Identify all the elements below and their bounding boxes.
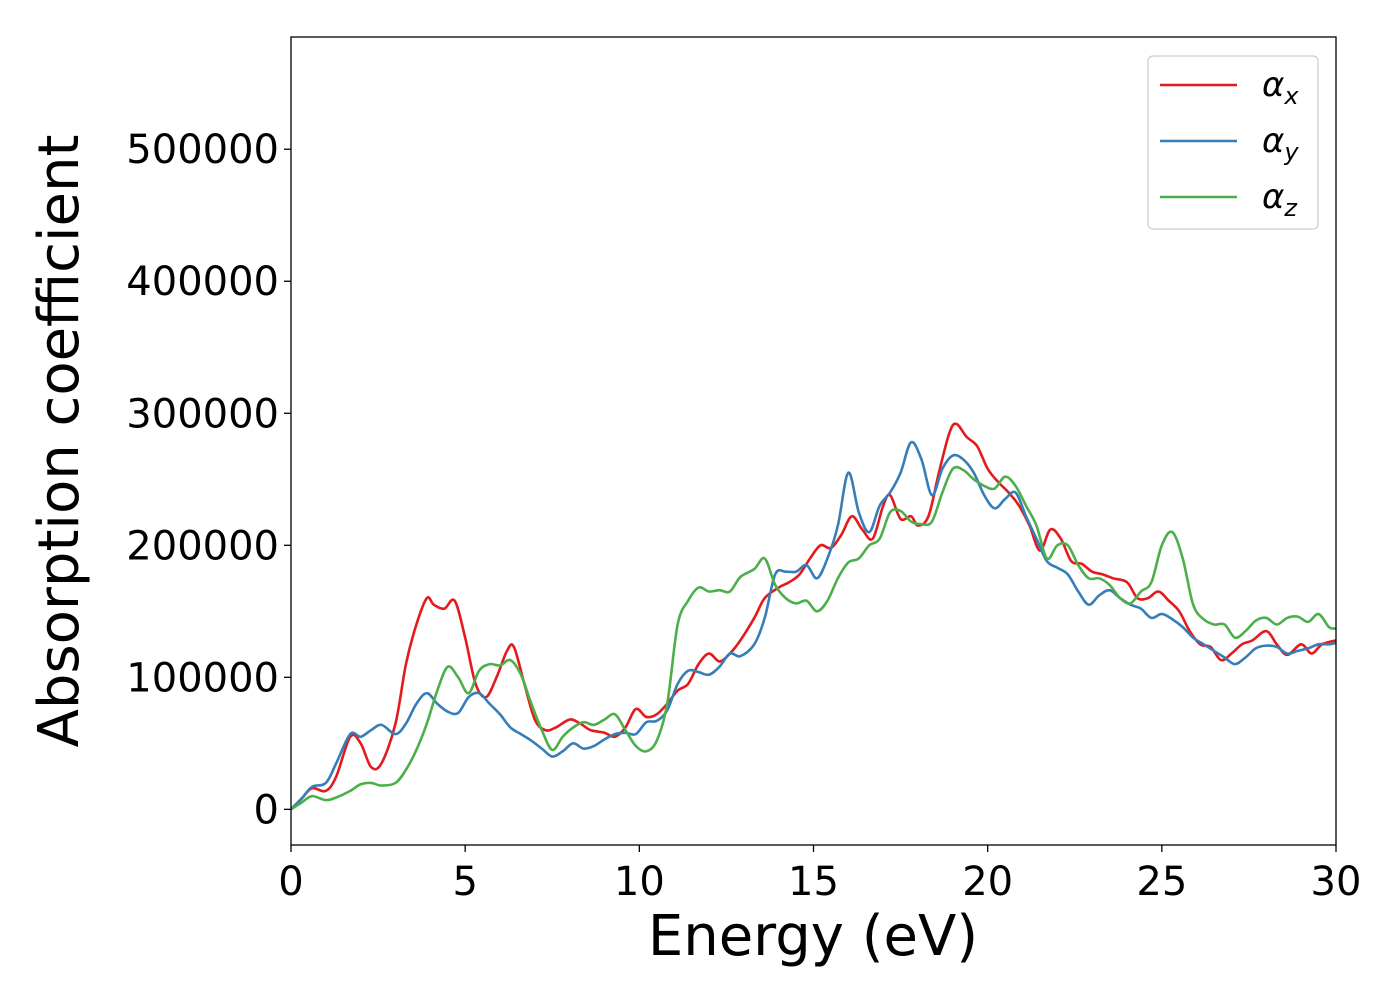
series-line-alpha-y bbox=[291, 440, 1336, 811]
series-line-alpha-x bbox=[291, 422, 1336, 811]
y-tick-label: 500000 bbox=[126, 127, 279, 173]
y-tick-label: 400000 bbox=[126, 259, 279, 305]
plot-area bbox=[291, 422, 1336, 811]
x-tick-label: 20 bbox=[962, 859, 1013, 905]
x-tick-label: 5 bbox=[452, 859, 477, 905]
y-tick-label: 100000 bbox=[126, 655, 279, 701]
x-tick-label: 30 bbox=[1311, 859, 1362, 905]
y-axis-label: Absorption coefficient bbox=[27, 135, 92, 748]
x-tick-label: 10 bbox=[614, 859, 665, 905]
y-tick-label: 300000 bbox=[126, 391, 279, 437]
legend-label-alpha-z: αz bbox=[1262, 177, 1298, 222]
legend-box bbox=[1147, 55, 1319, 230]
axis-ticks: 0 5 10 15 20 25 30 0 100000 200000 300000 400000 500… bbox=[126, 127, 1361, 905]
y-tick-label: 200000 bbox=[126, 523, 279, 569]
x-tick-label: 0 bbox=[278, 859, 303, 905]
x-axis-label: Energy (eV) bbox=[648, 904, 978, 969]
y-tick-label: 0 bbox=[254, 787, 279, 833]
plot-frame bbox=[290, 36, 1337, 846]
x-tick-label: 25 bbox=[1136, 859, 1187, 905]
x-tick-label: 15 bbox=[788, 859, 839, 905]
series-line-alpha-z bbox=[291, 465, 1336, 811]
